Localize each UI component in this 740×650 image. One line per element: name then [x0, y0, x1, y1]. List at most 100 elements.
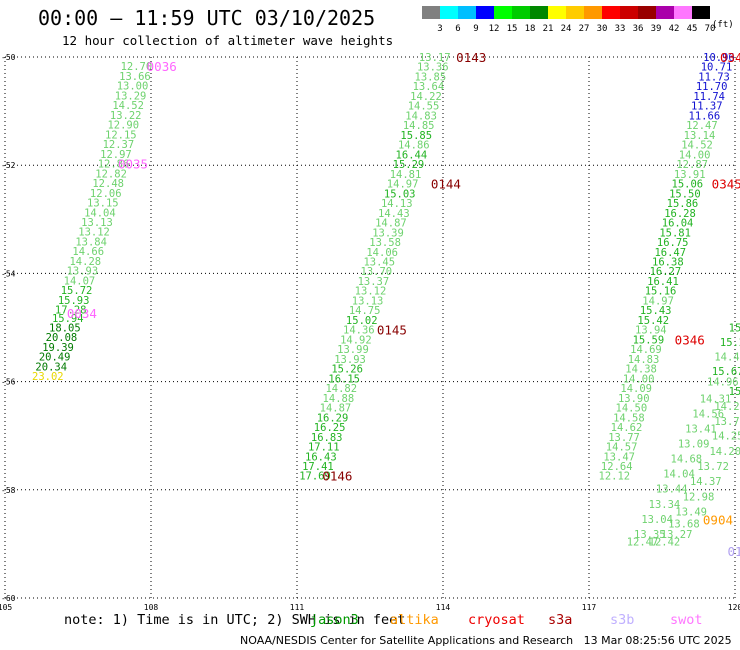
wave-height-value: 12.48 — [92, 178, 124, 190]
wave-height-value: 13.34 — [649, 499, 681, 511]
wave-height-value: 14.55 — [408, 101, 440, 113]
chart-title: 00:00 – 11:59 UTC 03/10/2025 — [38, 6, 376, 30]
wave-height-value: 15.59 — [633, 334, 665, 346]
wave-height-value: 12.47 — [627, 537, 659, 549]
wave-height-value: 14.07 — [64, 275, 96, 287]
wave-height-value: 14.87 — [375, 218, 407, 230]
wave-height-plot: 105 108 111 114 117 120 -50 -52 -54 -56 -58 -60 12.7… — [0, 50, 740, 612]
colorbar-label: 45 — [687, 24, 698, 34]
wave-height-value: 16.47 — [654, 247, 686, 259]
wave-height-value: 12.70 — [121, 61, 153, 73]
pass-time-label: 0345 — [712, 177, 740, 192]
wave-height-value: 15.03 — [384, 188, 416, 200]
wave-height-value: 15.72 — [61, 285, 93, 297]
x-tick-label: 117 — [582, 603, 597, 612]
wave-height-value: 11.37 — [691, 101, 723, 113]
wave-height-value: 13.12 — [78, 227, 110, 239]
wave-height-value: 13.15 — [87, 198, 119, 210]
wave-height-value: 14.97 — [642, 295, 674, 307]
wave-height-value: 15.06 — [672, 179, 704, 191]
legend-swot: swot — [670, 612, 703, 628]
legend-cryosat: cryosat — [468, 612, 525, 628]
wave-height-value: 15.94 — [52, 313, 84, 325]
wave-height-value: 17.11 — [308, 442, 340, 454]
wave-height-value: 14.96 — [707, 377, 739, 389]
wave-height-value: 14.04 — [84, 207, 116, 219]
colorbar-swatch — [620, 6, 638, 19]
credit-line: NOAA/NESDIS Center for Satellite Applica… — [240, 634, 732, 647]
wave-height-value: 14.25 — [712, 431, 740, 443]
x-tick-label: 105 — [0, 603, 12, 612]
wave-height-value: 16.44 — [396, 149, 428, 161]
legend-s3b: s3b — [610, 612, 635, 628]
colorbar-swatch — [584, 6, 602, 19]
wave-height-value: 13.76 — [714, 416, 740, 428]
colorbar-label: 24 — [561, 24, 572, 34]
colorbar-label: 9 — [473, 24, 478, 34]
pass-time-label: 0904 — [703, 513, 733, 528]
wave-height-value: 16.25 — [314, 422, 346, 434]
wave-height-value: 14.82 — [325, 383, 357, 395]
wave-height-value: 12.15 — [105, 129, 137, 141]
wave-height-value: 16.28 — [664, 208, 696, 220]
wave-height-value: 14.86 — [398, 140, 430, 152]
wave-height-value: 13.36 — [417, 62, 449, 74]
wave-height-value: 14.92 — [340, 334, 372, 346]
wave-height-value: 16.43 — [305, 451, 337, 463]
wave-height-value: 12.98 — [683, 491, 715, 503]
wave-height-value: 17.41 — [302, 461, 334, 473]
wave-height-value: 11.73 — [698, 71, 730, 83]
wave-height-value: 13.45 — [363, 256, 395, 268]
x-tick-label: 111 — [290, 603, 305, 612]
wave-height-value: 18.05 — [49, 323, 81, 335]
colorbar-label: 30 — [597, 24, 608, 34]
wave-height-value: 23.02 — [32, 371, 64, 383]
colorbar-swatch — [548, 6, 566, 19]
wave-height-value: 13.39 — [372, 227, 404, 239]
colorbar-swatch — [422, 6, 440, 19]
wave-height-value: 13.64 — [413, 81, 445, 93]
legend-jason3: jason3 — [310, 612, 359, 628]
wave-height-value: 13.44 — [656, 484, 688, 496]
wave-height-value: 14.31 — [700, 393, 732, 405]
wave-height-value: 19.39 — [42, 342, 74, 354]
wave-height-value: 15 — [729, 386, 740, 398]
wave-height-value: 13.91 — [674, 169, 706, 181]
wave-height-value: 20.08 — [46, 332, 78, 344]
wave-height-value: 13.00 — [117, 81, 149, 93]
wave-height-value: 13.77 — [608, 432, 640, 444]
wave-height-value: 14.97 — [387, 179, 419, 191]
wave-height-value: 14.83 — [628, 354, 660, 366]
wave-height-value: 12.90 — [107, 120, 139, 132]
colorbar-label: 33 — [615, 24, 626, 34]
wave-height-value: 13.22 — [110, 110, 142, 122]
wave-height-value: 16.27 — [650, 266, 682, 278]
wave-height-value: 14.85 — [403, 120, 435, 132]
footer-note: note: 1) Time is in UTC; 2) SWH is in fe… — [64, 612, 406, 628]
y-tick-label: -58 — [1, 486, 16, 495]
wave-height-value: 15.86 — [667, 198, 699, 210]
y-tick-label: -56 — [1, 378, 16, 387]
wave-height-value: 10.71 — [701, 62, 733, 74]
wave-height-value: 13.35 — [634, 529, 666, 541]
wave-height-value: 13.04 — [641, 514, 673, 526]
wave-height-value: 15.93 — [58, 295, 90, 307]
colorbar-label: 15 — [507, 24, 518, 34]
wave-height-value: 13.90 — [618, 393, 650, 405]
wave-height-value: 14.00 — [623, 373, 655, 385]
wave-height-value: 13.49 — [675, 506, 707, 518]
y-tick-label: -50 — [1, 53, 16, 62]
colorbar-label: 6 — [455, 24, 460, 34]
wave-height-value: 12.06 — [90, 188, 122, 200]
wave-height-value: 13.93 — [67, 266, 99, 278]
wave-height-value: 16.83 — [311, 432, 343, 444]
wave-height-value: 12.86 — [98, 159, 130, 171]
wave-height-value: 14.88 — [323, 393, 355, 405]
legend-altika: altika — [390, 612, 439, 628]
wave-height-value: 16.75 — [657, 237, 689, 249]
x-tick-label: 120 — [728, 603, 740, 612]
wave-height-value: 14.57 — [606, 442, 638, 454]
wave-height-value: 14.58 — [613, 412, 645, 424]
wave-height-value: 17.69 — [299, 471, 331, 483]
wave-height-value: 15.02 — [346, 315, 378, 327]
